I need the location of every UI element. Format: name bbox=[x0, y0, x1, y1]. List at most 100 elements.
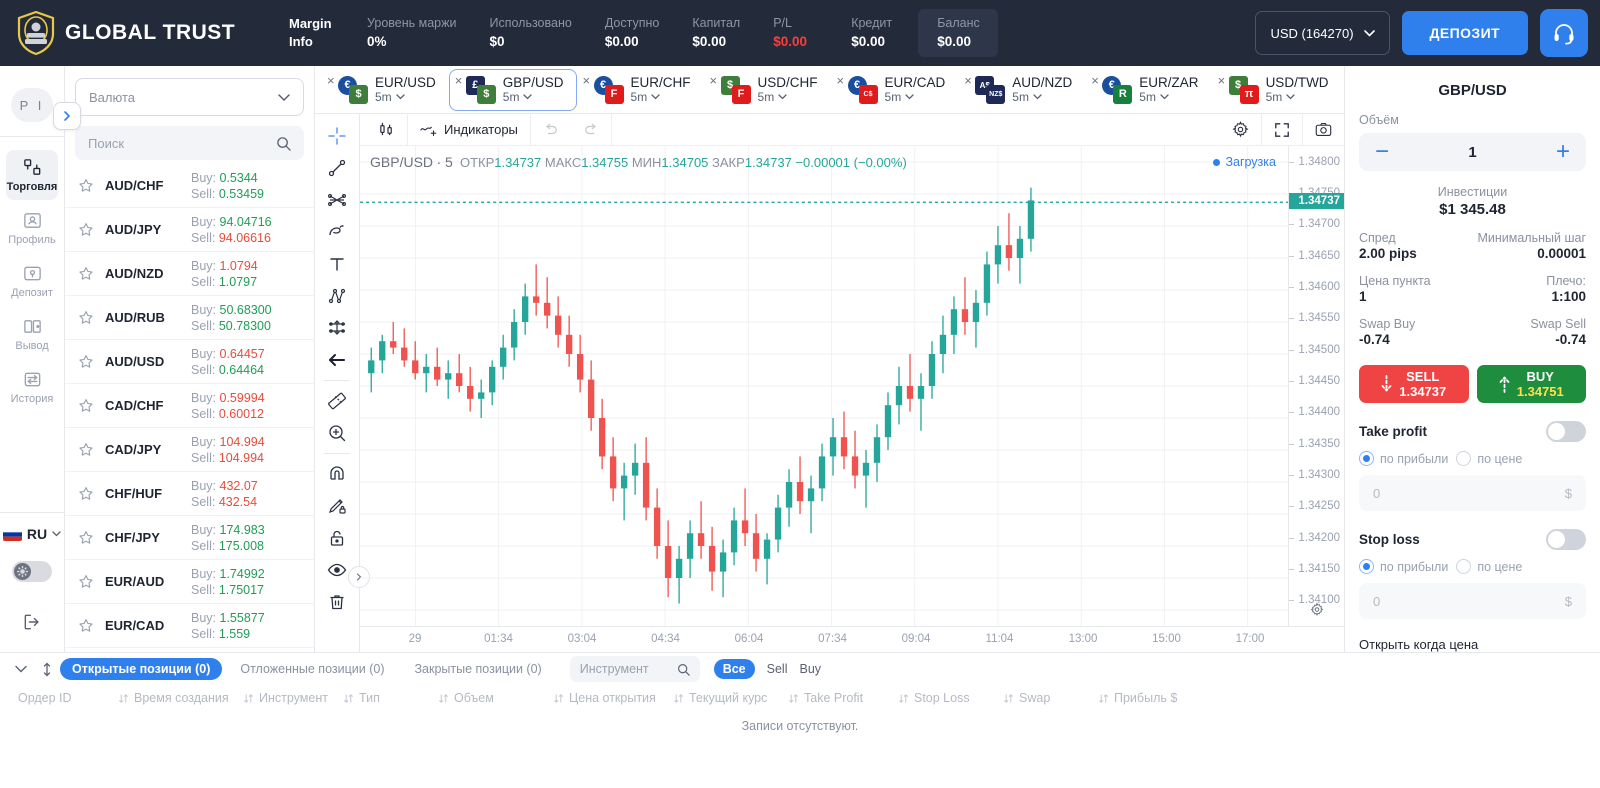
volume-increase-button[interactable]: + bbox=[1555, 138, 1570, 165]
instrument-row[interactable]: AUD/JPY Buy: 94.04716 Sell: 94.06616 bbox=[65, 208, 314, 252]
tab-timeframe[interactable]: 5m bbox=[885, 90, 946, 105]
brush-tool-icon[interactable] bbox=[320, 216, 354, 248]
favorite-star-icon[interactable] bbox=[75, 266, 97, 282]
volume-value[interactable]: 1 bbox=[1468, 143, 1477, 161]
resize-panel-icon[interactable] bbox=[34, 662, 60, 677]
chart-tab-aud-nzd[interactable]: × A$ NZ$ AUD/NZD 5m bbox=[958, 69, 1085, 111]
chart-tab-eur-cad[interactable]: × € C$ EUR/CAD 5m bbox=[831, 69, 959, 111]
currency-selector[interactable]: USD (164270) bbox=[1255, 11, 1390, 55]
close-icon[interactable]: × bbox=[836, 72, 845, 88]
instrument-row[interactable]: CAD/JPY Buy: 104.994 Sell: 104.994 bbox=[65, 428, 314, 472]
open-when-price-label[interactable]: Открыть когда цена bbox=[1359, 637, 1479, 652]
deposit-button[interactable]: ДЕПОЗИТ bbox=[1401, 11, 1528, 55]
close-icon[interactable]: × bbox=[1217, 72, 1226, 88]
close-icon[interactable]: × bbox=[582, 72, 591, 88]
sidebar-item-история[interactable]: История bbox=[6, 362, 58, 412]
instrument-row[interactable]: CAD/CHF Buy: 0.59994 Sell: 0.60012 bbox=[65, 384, 314, 428]
favorite-star-icon[interactable] bbox=[75, 530, 97, 546]
magnet-tool-icon[interactable] bbox=[320, 458, 354, 490]
close-icon[interactable]: × bbox=[454, 72, 463, 88]
instrument-row[interactable]: EUR/CAD Buy: 1.55877 Sell: 1.559 bbox=[65, 604, 314, 648]
avatar[interactable]: P I bbox=[11, 88, 53, 122]
visibility-tool-icon[interactable] bbox=[320, 554, 354, 586]
fullscreen-button[interactable] bbox=[1262, 113, 1303, 146]
expand-panel-button[interactable] bbox=[53, 102, 81, 130]
chart-canvas[interactable]: GBP/USD · 5 ОТКР1.34737 МАКС1.34755 МИН1… bbox=[360, 146, 1288, 626]
tab-timeframe[interactable]: 5m bbox=[631, 90, 691, 105]
support-button[interactable] bbox=[1540, 9, 1588, 57]
column-header[interactable]: Объем bbox=[438, 691, 553, 705]
chart-tab-eur-usd[interactable]: × € $ EUR/USD 5m bbox=[321, 69, 449, 111]
tab-timeframe[interactable]: 5m bbox=[503, 90, 564, 105]
lock-tool-icon[interactable] bbox=[320, 522, 354, 554]
currency-filter-select[interactable]: Валюта bbox=[75, 78, 304, 116]
redo-button[interactable] bbox=[571, 113, 612, 146]
crosshair-tool-icon[interactable] bbox=[320, 120, 354, 152]
sidebar-item-торговля[interactable]: Торговля bbox=[6, 150, 58, 200]
favorite-star-icon[interactable] bbox=[75, 574, 97, 590]
sidebar-item-профиль[interactable]: Профиль bbox=[6, 203, 58, 253]
column-header[interactable]: Текущий курс bbox=[673, 691, 788, 705]
stop-loss-by-price-radio[interactable]: по цене bbox=[1456, 559, 1522, 574]
column-header[interactable]: Цена открытия bbox=[553, 691, 673, 705]
chart-settings-button[interactable] bbox=[1220, 113, 1262, 146]
sidebar-item-вывод[interactable]: Вывод bbox=[6, 309, 58, 359]
undo-button[interactable] bbox=[531, 114, 571, 146]
draw-lock-tool-icon[interactable] bbox=[320, 490, 354, 522]
pattern-tool-icon[interactable] bbox=[320, 280, 354, 312]
column-header[interactable]: Инструмент bbox=[243, 691, 343, 705]
take-profit-by-price-radio[interactable]: по цене bbox=[1456, 451, 1522, 466]
positions-tab-0[interactable]: Открытые позиции (0) bbox=[60, 658, 223, 680]
zoom-tool-icon[interactable] bbox=[320, 417, 354, 449]
price-axis[interactable]: 1.348001.347501.347001.346501.346001.345… bbox=[1288, 146, 1344, 626]
positions-filter-buy[interactable]: Buy bbox=[799, 662, 822, 676]
chart-type-button[interactable] bbox=[366, 113, 408, 146]
stop-loss-toggle[interactable] bbox=[1546, 529, 1586, 550]
chart-tab-usd-twd[interactable]: × $ π USD/TWD 5m bbox=[1212, 69, 1342, 111]
favorite-star-icon[interactable] bbox=[75, 618, 97, 634]
stop-loss-amount-field[interactable]: 0 $ bbox=[1359, 583, 1586, 619]
language-selector[interactable]: RU bbox=[0, 513, 64, 555]
column-header[interactable]: Stop Loss bbox=[898, 691, 1003, 705]
favorite-star-icon[interactable] bbox=[75, 222, 97, 238]
sell-button[interactable]: SELL 1.34737 bbox=[1359, 365, 1469, 403]
positions-search-box[interactable]: Инструмент bbox=[569, 656, 700, 682]
close-icon[interactable]: × bbox=[1091, 72, 1099, 88]
favorite-star-icon[interactable] bbox=[75, 354, 97, 370]
instrument-row[interactable]: AUD/CHF Buy: 0.5344 Sell: 0.53459 bbox=[65, 164, 314, 208]
favorite-star-icon[interactable] bbox=[75, 442, 97, 458]
favorite-star-icon[interactable] bbox=[75, 178, 97, 194]
instrument-row[interactable]: CHF/JPY Buy: 174.983 Sell: 175.008 bbox=[65, 516, 314, 560]
arrow-tool-icon[interactable] bbox=[320, 344, 354, 376]
chart-tab-eur-chf[interactable]: × € F EUR/CHF 5m bbox=[577, 69, 704, 111]
volume-stepper[interactable]: − 1 + bbox=[1359, 133, 1586, 171]
tab-timeframe[interactable]: 5m bbox=[1012, 90, 1072, 105]
column-header[interactable]: Прибыль $ bbox=[1098, 691, 1208, 705]
buy-button[interactable]: BUY 1.34751 bbox=[1476, 365, 1586, 403]
chart-tab-usd-chf[interactable]: × $ F USD/CHF 5m bbox=[704, 69, 831, 111]
favorite-star-icon[interactable] bbox=[75, 310, 97, 326]
tab-timeframe[interactable]: 5m bbox=[1266, 90, 1329, 105]
indicators-button[interactable]: Индикаторы bbox=[408, 113, 531, 146]
column-header[interactable]: Swap bbox=[1003, 691, 1098, 705]
trend-line-tool-icon[interactable] bbox=[320, 152, 354, 184]
fib-fork-tool-icon[interactable] bbox=[320, 184, 354, 216]
close-icon[interactable]: × bbox=[709, 72, 718, 88]
column-header[interactable]: Время создания bbox=[118, 691, 243, 705]
collapse-panel-icon[interactable] bbox=[8, 665, 34, 673]
column-header[interactable]: Take Profit bbox=[788, 691, 898, 705]
time-axis[interactable]: 29 01:34 03:04 04:34 06:04 07:34 09:04 11:04 13:… bbox=[360, 626, 1344, 652]
search-input[interactable] bbox=[88, 135, 258, 151]
take-profit-toggle[interactable] bbox=[1546, 421, 1586, 442]
positions-tab-1[interactable]: Отложенные позиции (0) bbox=[240, 662, 385, 676]
instrument-row[interactable]: AUD/NZD Buy: 1.0794 Sell: 1.0797 bbox=[65, 252, 314, 296]
instrument-row[interactable]: CHF/HUF Buy: 432.07 Sell: 432.54 bbox=[65, 472, 314, 516]
price-axis-settings-icon[interactable] bbox=[1309, 602, 1324, 620]
tab-timeframe[interactable]: 5m bbox=[375, 90, 436, 105]
positions-filter-sell[interactable]: Sell bbox=[766, 662, 788, 676]
delete-tool-icon[interactable] bbox=[320, 586, 354, 618]
ruler-tool-icon[interactable] bbox=[320, 385, 354, 417]
favorite-star-icon[interactable] bbox=[75, 398, 97, 414]
text-tool-icon[interactable] bbox=[320, 248, 354, 280]
take-profit-by-profit-radio[interactable]: по прибыли bbox=[1359, 451, 1448, 466]
